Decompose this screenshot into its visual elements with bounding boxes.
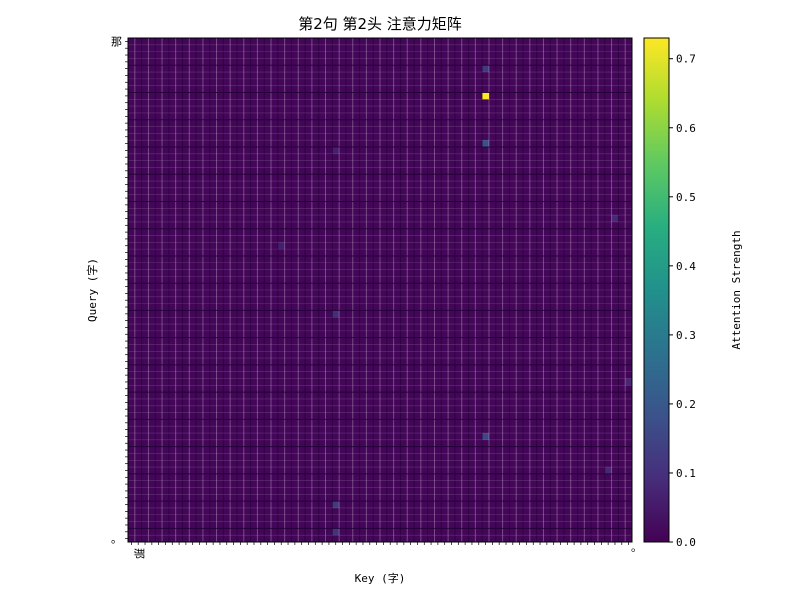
heatmap-cell bbox=[332, 146, 340, 154]
heatmap-cell bbox=[482, 65, 489, 73]
heatmap-cell bbox=[604, 467, 612, 474]
colorbar-tick-label: 0.2 bbox=[676, 398, 696, 411]
heatmap-cell bbox=[332, 310, 340, 318]
heatmap-cell bbox=[625, 378, 632, 386]
heatmap-background-cells bbox=[128, 38, 632, 542]
x-tick-marks: 那。 bbox=[131, 542, 643, 559]
heatmap-cell bbox=[611, 215, 619, 222]
chart-title: 第2句 第2头 注意力矩阵 bbox=[298, 15, 462, 33]
colorbar-tick-label: 0.3 bbox=[676, 329, 696, 342]
colorbar-tick-label: 0.6 bbox=[676, 122, 696, 135]
colorbar-ticks: 0.0 0.1 0.2 0.3 0.4 0.5 0.6 0.7 bbox=[669, 53, 696, 549]
heatmap-cell bbox=[332, 528, 340, 536]
y-tick-label-last: 。 bbox=[111, 533, 122, 546]
x-tick-label-last: 。 bbox=[630, 548, 643, 559]
heatmap-cells bbox=[128, 38, 632, 542]
colorbar-tick-label: 0.7 bbox=[676, 53, 696, 66]
heatmap-gridlines bbox=[128, 38, 632, 542]
y-axis-label: Query (字) bbox=[85, 258, 99, 322]
heatmap-cell bbox=[482, 140, 489, 147]
x-axis-label: Key (字) bbox=[355, 571, 406, 585]
heatmap-cell bbox=[332, 501, 340, 508]
colorbar-tick-label: 0.0 bbox=[676, 536, 696, 549]
colorbar-tick-label: 0.4 bbox=[676, 260, 696, 273]
y-tick-label-first: 那 bbox=[111, 35, 122, 48]
heatmap-cell bbox=[482, 433, 489, 440]
heatmap-cell bbox=[482, 92, 489, 100]
colorbar bbox=[643, 37, 670, 543]
colorbar-tick-label: 0.5 bbox=[676, 191, 696, 204]
colorbar-label: Attention Strength bbox=[730, 230, 743, 349]
x-tick-label-first: 那 bbox=[132, 548, 145, 559]
heatmap-cell bbox=[277, 242, 285, 250]
heatmap-frame bbox=[127, 37, 633, 543]
colorbar-tick-label: 0.1 bbox=[676, 467, 696, 480]
y-tick-marks: 那。 bbox=[111, 35, 128, 546]
